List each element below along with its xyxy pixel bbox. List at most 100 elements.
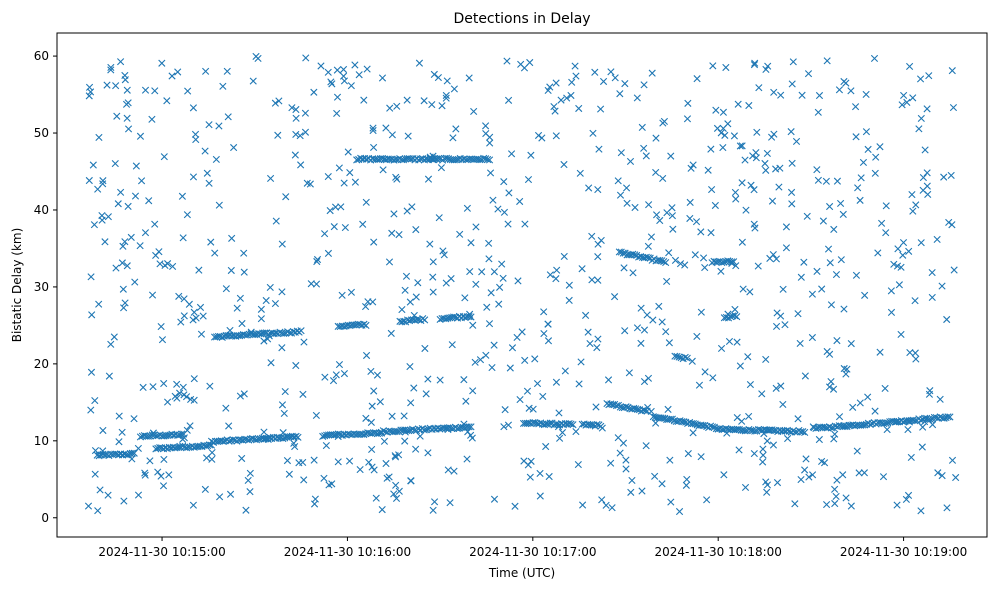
detection-point bbox=[373, 371, 382, 379]
detection-point bbox=[854, 184, 862, 192]
detection-point bbox=[552, 275, 560, 283]
detection-point bbox=[485, 320, 494, 328]
detection-point bbox=[508, 344, 517, 352]
detection-point bbox=[367, 367, 375, 376]
detection-point bbox=[794, 415, 802, 423]
detection-point bbox=[224, 113, 232, 121]
detection-point bbox=[921, 146, 929, 154]
detection-point bbox=[222, 285, 230, 293]
detection-point bbox=[185, 300, 193, 308]
detection-point bbox=[216, 493, 224, 501]
detection-point bbox=[415, 59, 424, 67]
detection-point bbox=[372, 494, 380, 502]
detection-point bbox=[215, 122, 223, 130]
detection-point bbox=[659, 119, 667, 127]
detection-point bbox=[404, 132, 412, 140]
detection-point bbox=[620, 264, 628, 272]
detection-point bbox=[842, 494, 850, 502]
detection-point bbox=[141, 469, 149, 477]
detection-point bbox=[424, 375, 432, 383]
y-tick-label: 50 bbox=[34, 126, 49, 140]
detection-point bbox=[151, 220, 159, 228]
detection-point bbox=[463, 204, 471, 212]
detection-point bbox=[313, 257, 321, 266]
detection-point bbox=[346, 169, 354, 177]
detection-point bbox=[465, 313, 473, 321]
y-tick-label: 60 bbox=[34, 49, 49, 63]
detection-point bbox=[189, 501, 197, 509]
detection-point bbox=[881, 384, 889, 392]
detection-point bbox=[370, 238, 378, 246]
x-tick-label: 2024-11-30 10:15:00 bbox=[98, 545, 225, 559]
detection-point bbox=[763, 437, 771, 445]
detection-point bbox=[692, 218, 701, 226]
detection-point bbox=[905, 418, 914, 426]
detection-point bbox=[444, 155, 453, 163]
detection-point bbox=[544, 337, 553, 345]
detection-point bbox=[340, 370, 349, 378]
detection-point bbox=[777, 382, 785, 390]
detection-point bbox=[917, 239, 925, 247]
detection-point bbox=[640, 144, 648, 152]
detection-point bbox=[96, 486, 104, 494]
detection-point bbox=[382, 459, 390, 468]
detection-point bbox=[387, 329, 395, 337]
detection-point bbox=[99, 447, 107, 455]
detection-point bbox=[107, 340, 115, 348]
detection-point bbox=[207, 238, 215, 246]
detection-point bbox=[909, 94, 917, 102]
detection-point bbox=[787, 128, 795, 136]
detection-point bbox=[392, 173, 400, 181]
detection-point bbox=[883, 425, 891, 434]
detection-point bbox=[840, 364, 848, 373]
detection-point bbox=[563, 94, 571, 102]
detection-point bbox=[777, 91, 785, 99]
detection-point bbox=[631, 203, 639, 212]
detection-point bbox=[652, 211, 661, 219]
detection-point bbox=[538, 134, 546, 142]
detection-point bbox=[101, 238, 109, 246]
detection-point bbox=[902, 495, 910, 504]
detection-point bbox=[572, 427, 580, 436]
detection-point bbox=[245, 436, 253, 444]
detection-point bbox=[882, 202, 890, 210]
detection-point bbox=[645, 201, 653, 209]
detection-point bbox=[412, 445, 420, 453]
detection-point bbox=[490, 495, 499, 503]
detection-point bbox=[788, 159, 796, 167]
detection-point bbox=[487, 289, 495, 297]
detection-point bbox=[421, 316, 429, 324]
detection-point bbox=[267, 359, 275, 367]
detection-point bbox=[136, 132, 145, 140]
detection-point bbox=[201, 485, 209, 493]
detection-point bbox=[622, 456, 630, 464]
detection-point bbox=[656, 216, 664, 225]
detection-point bbox=[668, 212, 677, 220]
detection-point bbox=[918, 443, 926, 451]
detection-point bbox=[312, 411, 320, 420]
detection-point bbox=[772, 322, 781, 331]
points-layer bbox=[84, 52, 960, 516]
detection-point bbox=[558, 428, 567, 437]
detection-point bbox=[856, 399, 864, 407]
detection-point bbox=[124, 125, 133, 133]
detection-point bbox=[242, 506, 250, 514]
detection-point bbox=[779, 285, 787, 293]
x-axis: 2024-11-30 10:15:00 2024-11-30 10:16:00 20… bbox=[98, 537, 967, 559]
detection-point bbox=[233, 304, 241, 312]
detection-point bbox=[428, 100, 436, 109]
detection-point bbox=[660, 257, 668, 266]
detection-point bbox=[311, 495, 319, 503]
detection-point bbox=[779, 400, 787, 409]
detection-point bbox=[410, 311, 418, 320]
detection-point bbox=[500, 178, 508, 186]
detection-point bbox=[124, 202, 132, 210]
y-tick-label: 0 bbox=[41, 511, 49, 525]
detection-point bbox=[719, 108, 728, 116]
detection-point bbox=[388, 412, 396, 420]
detection-point bbox=[300, 476, 308, 484]
detection-point bbox=[879, 473, 888, 481]
detection-point bbox=[923, 105, 931, 113]
detection-point bbox=[278, 288, 286, 296]
detection-point bbox=[87, 273, 95, 281]
